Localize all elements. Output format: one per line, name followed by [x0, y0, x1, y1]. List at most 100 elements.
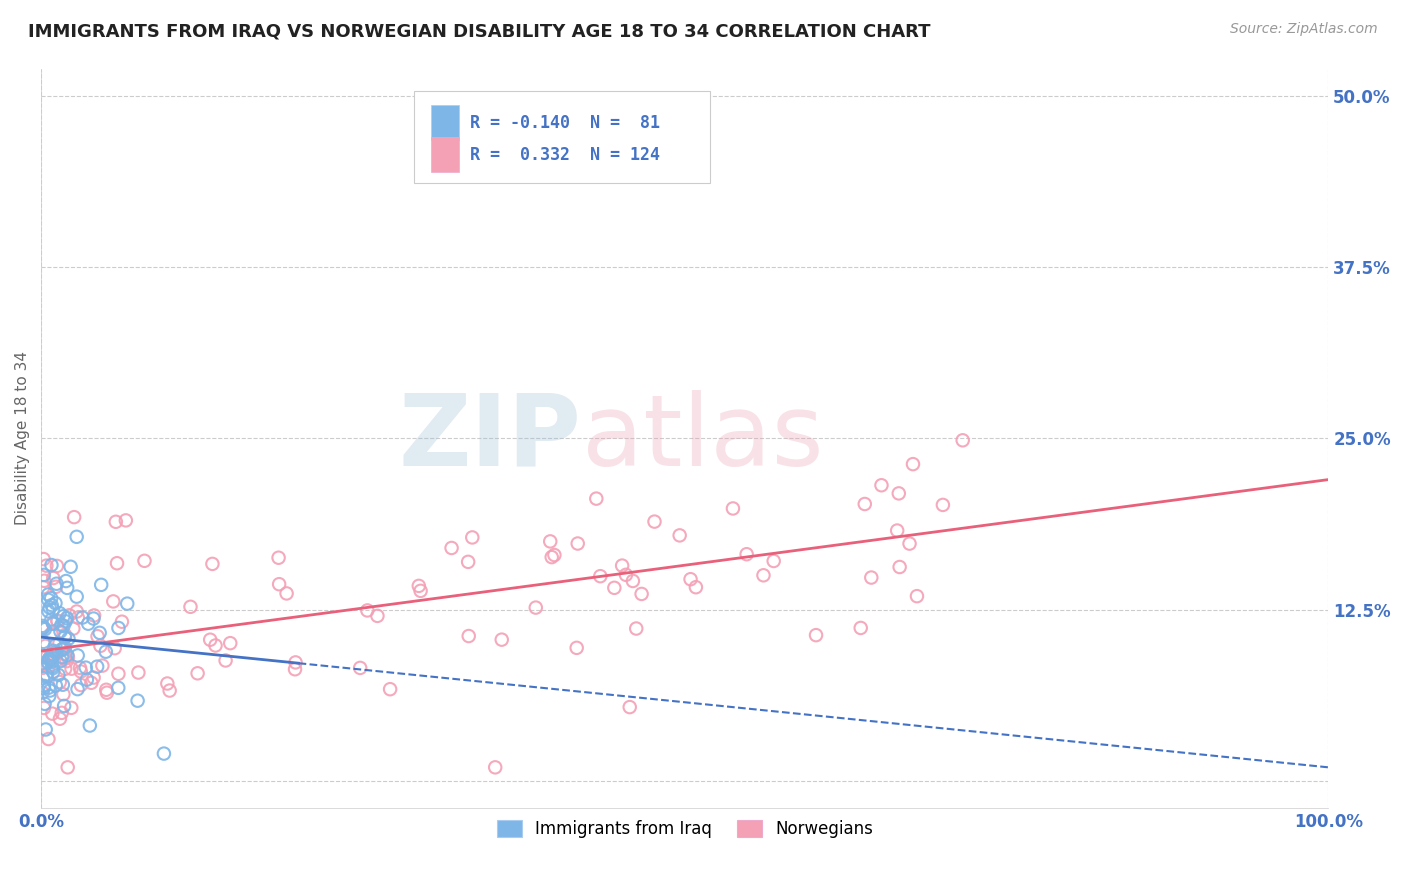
Point [107, 621, 129, 635]
Point [66, 605, 89, 619]
Point [735, 547, 758, 561]
Point [721, 501, 744, 516]
Point [156, 676, 179, 690]
Point [35, 669, 58, 683]
Point [56, 648, 79, 662]
Point [619, 700, 641, 714]
Point [39, 653, 62, 667]
Y-axis label: Disability Age 18 to 34: Disability Age 18 to 34 [15, 351, 30, 525]
Point [540, 550, 562, 565]
Point [804, 628, 827, 642]
Point [69, 665, 91, 679]
Point [630, 587, 652, 601]
Point [55, 615, 77, 629]
Point [378, 682, 401, 697]
Point [37, 655, 59, 669]
Point [32, 679, 55, 693]
Point [48, 637, 70, 651]
Point [38, 600, 60, 615]
Point [104, 641, 127, 656]
Text: Source: ZipAtlas.com: Source: ZipAtlas.com [1230, 22, 1378, 37]
Point [621, 574, 644, 588]
Point [159, 683, 181, 698]
Point [83, 611, 105, 625]
Point [48, 606, 70, 620]
Point [35, 558, 58, 573]
Point [63, 510, 86, 524]
Point [200, 632, 222, 647]
Point [440, 541, 463, 555]
Point [96, 686, 118, 700]
Point [34, 697, 56, 711]
Point [105, 556, 128, 570]
Point [585, 491, 607, 506]
Point [41, 615, 63, 630]
Point [53, 628, 76, 642]
Point [115, 513, 138, 527]
Legend: Immigrants from Iraq, Norwegians: Immigrants from Iraq, Norwegians [489, 813, 880, 845]
Point [38, 658, 60, 673]
Point [66, 530, 89, 544]
Point [484, 760, 506, 774]
Point [32, 574, 55, 588]
Point [35, 723, 58, 737]
Point [38, 651, 60, 665]
Point [409, 583, 432, 598]
Point [49, 624, 72, 639]
Point [46, 614, 69, 628]
Point [134, 554, 156, 568]
Point [83, 671, 105, 685]
Point [679, 572, 702, 586]
Point [356, 603, 378, 617]
Point [35, 667, 58, 681]
Point [41, 613, 63, 627]
Point [66, 648, 89, 663]
Point [31, 661, 53, 675]
Point [117, 597, 139, 611]
Point [80, 675, 103, 690]
Point [53, 698, 76, 713]
Point [887, 486, 910, 500]
Point [46, 615, 69, 629]
Point [565, 640, 588, 655]
Point [524, 600, 547, 615]
Point [461, 530, 484, 544]
Text: IMMIGRANTS FROM IRAQ VS NORWEGIAN DISABILITY AGE 18 TO 34 CORRELATION CHART: IMMIGRANTS FROM IRAQ VS NORWEGIAN DISABI… [28, 22, 931, 40]
Point [111, 615, 134, 629]
Point [898, 536, 921, 550]
Point [79, 718, 101, 732]
Point [60, 662, 83, 676]
Point [37, 587, 59, 601]
Point [219, 636, 242, 650]
Point [76, 673, 98, 687]
Point [127, 694, 149, 708]
Point [567, 536, 589, 550]
Point [66, 590, 89, 604]
Point [53, 630, 76, 644]
Point [60, 701, 83, 715]
Point [52, 678, 75, 692]
Point [41, 598, 63, 612]
Point [34, 639, 56, 653]
FancyBboxPatch shape [415, 91, 710, 183]
Point [284, 656, 307, 670]
Point [31, 649, 53, 664]
FancyBboxPatch shape [432, 136, 460, 172]
Point [870, 478, 893, 492]
Point [96, 682, 118, 697]
Point [543, 548, 565, 562]
Point [901, 457, 924, 471]
Point [77, 616, 100, 631]
Point [644, 515, 666, 529]
Point [37, 732, 59, 747]
FancyBboxPatch shape [432, 104, 460, 140]
Point [668, 528, 690, 542]
Point [45, 678, 67, 692]
Point [45, 576, 67, 591]
Point [45, 645, 67, 659]
Point [603, 581, 626, 595]
Point [51, 650, 73, 665]
Point [179, 599, 201, 614]
Point [38, 681, 60, 695]
Point [55, 611, 77, 625]
